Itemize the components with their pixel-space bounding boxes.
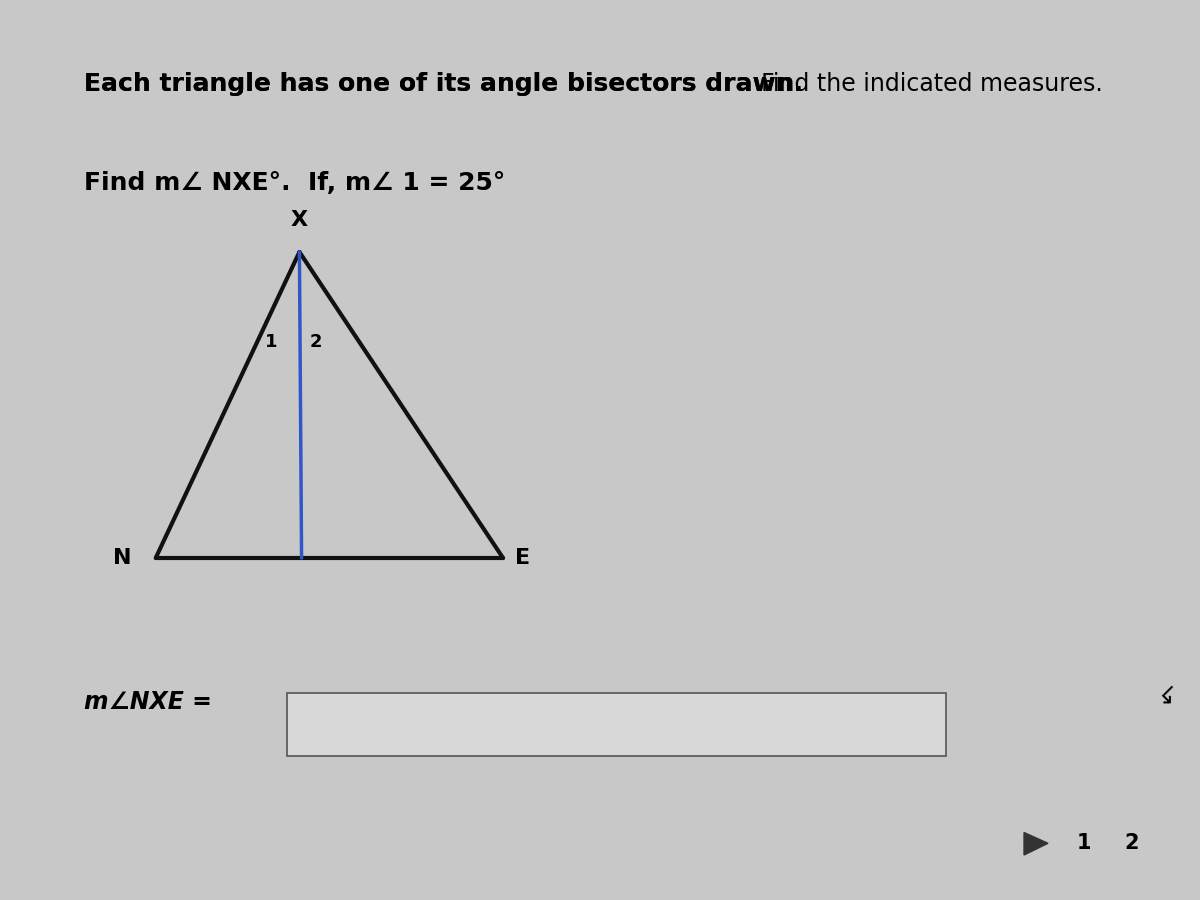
Text: 1: 1 [1076, 833, 1091, 853]
Text: Find m∠ NXE°.  If, m∠ 1 = 25°: Find m∠ NXE°. If, m∠ 1 = 25° [84, 171, 505, 195]
FancyBboxPatch shape [288, 693, 946, 756]
Text: Each triangle has one of its angle bisectors drawn.: Each triangle has one of its angle bisec… [84, 72, 821, 96]
Text: X: X [290, 210, 308, 230]
Text: 2: 2 [310, 333, 323, 351]
Text: 2: 2 [1124, 833, 1139, 853]
Text: Find the indicated measures.: Find the indicated measures. [761, 72, 1103, 96]
Text: m∠NXE =: m∠NXE = [84, 690, 211, 714]
Polygon shape [1024, 832, 1048, 855]
Text: N: N [113, 548, 132, 568]
Text: 1: 1 [265, 333, 278, 351]
Text: ↳: ↳ [1150, 684, 1182, 716]
Text: E: E [515, 548, 530, 568]
Text: Each triangle has one of its angle bisectors drawn.: Each triangle has one of its angle bisec… [84, 72, 803, 96]
